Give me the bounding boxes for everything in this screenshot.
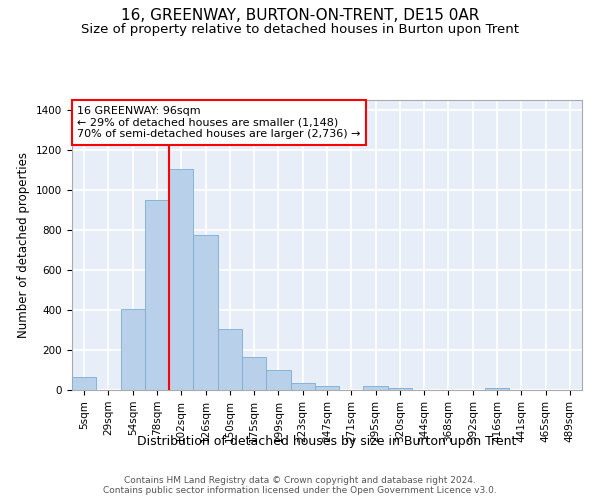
- Bar: [145, 200, 169, 390]
- Bar: [121, 309, 145, 390]
- Bar: [193, 235, 218, 390]
- Text: Size of property relative to detached houses in Burton upon Trent: Size of property relative to detached ho…: [81, 22, 519, 36]
- Bar: [266, 370, 290, 390]
- Bar: [169, 169, 193, 390]
- Bar: [315, 386, 339, 390]
- Bar: [364, 386, 388, 390]
- Text: Distribution of detached houses by size in Burton upon Trent: Distribution of detached houses by size …: [137, 435, 517, 448]
- Bar: [290, 383, 315, 390]
- Text: Contains HM Land Registry data © Crown copyright and database right 2024.
Contai: Contains HM Land Registry data © Crown c…: [103, 476, 497, 495]
- Bar: [72, 377, 96, 390]
- Y-axis label: Number of detached properties: Number of detached properties: [17, 152, 31, 338]
- Text: 16 GREENWAY: 96sqm
← 29% of detached houses are smaller (1,148)
70% of semi-deta: 16 GREENWAY: 96sqm ← 29% of detached hou…: [77, 106, 361, 139]
- Text: 16, GREENWAY, BURTON-ON-TRENT, DE15 0AR: 16, GREENWAY, BURTON-ON-TRENT, DE15 0AR: [121, 8, 479, 22]
- Bar: [218, 329, 242, 390]
- Bar: [485, 388, 509, 390]
- Bar: [388, 388, 412, 390]
- Bar: [242, 357, 266, 390]
